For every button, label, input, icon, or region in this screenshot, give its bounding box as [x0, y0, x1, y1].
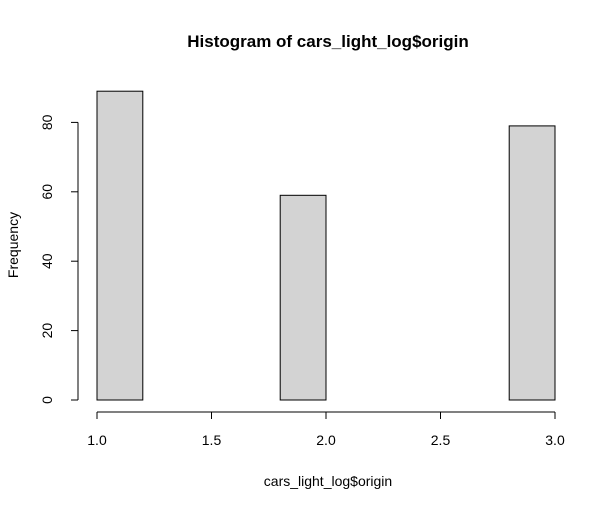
y-tick-label: 0: [39, 396, 55, 404]
x-axis: 1.0 1.5 2.0 2.5 3.0: [87, 411, 565, 448]
x-tick-label: 3.0: [545, 432, 565, 448]
y-axis: 0 20 40 60 80: [39, 114, 79, 404]
histogram-bar-10: [508, 125, 556, 401]
chart-title: Histogram of cars_light_log$origin: [187, 32, 469, 51]
y-tick-label: 40: [39, 253, 55, 269]
x-tick-label: 1.5: [202, 432, 222, 448]
x-axis-label: cars_light_log$origin: [264, 473, 392, 489]
y-tick-label: 20: [39, 323, 55, 339]
y-tick-label: 80: [39, 114, 55, 130]
x-tick-label: 2.0: [316, 432, 336, 448]
x-tick-label: 1.0: [87, 432, 107, 448]
histogram-bar-1: [96, 90, 144, 401]
y-tick-label: 60: [39, 184, 55, 200]
y-axis-label: Frequency: [5, 212, 21, 278]
histogram-bar-5: [279, 194, 327, 401]
histogram-bars: [96, 90, 556, 401]
x-tick-label: 2.5: [431, 432, 451, 448]
